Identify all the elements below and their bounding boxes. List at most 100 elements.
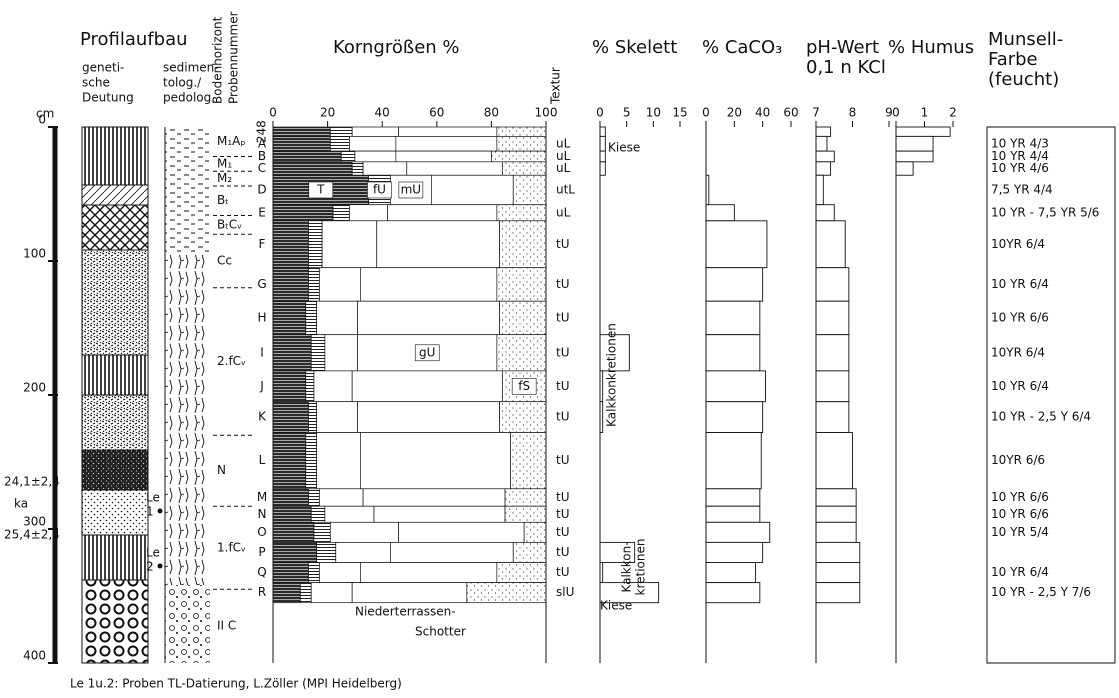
bar: [896, 162, 913, 175]
x-tick-label: 100: [535, 106, 558, 120]
bar: [816, 268, 849, 302]
grain-segment: [491, 151, 546, 162]
header-sediment: pedolog.: [163, 91, 215, 105]
header-texture: Textur: [549, 67, 563, 105]
genetic-column: [82, 127, 148, 663]
bar: [600, 162, 605, 175]
sample-label: Q: [257, 565, 266, 579]
sample-label: M: [257, 490, 267, 504]
munsell-label: 10YR 6/6: [991, 453, 1045, 467]
grain-segment: [497, 563, 546, 583]
grain-segment: [374, 506, 505, 522]
grain-segment: [273, 221, 308, 268]
grain-segment: [273, 127, 330, 136]
grain-segment: [505, 489, 546, 506]
texture-label: tU: [556, 277, 570, 291]
panel-title: pH-Wert: [806, 37, 879, 58]
y-tick-label: 400: [23, 649, 46, 663]
series-label: mU: [401, 182, 421, 196]
grain-segment: [390, 542, 513, 562]
grain-segment: [273, 335, 311, 371]
bar: [706, 522, 770, 542]
sample-label: O: [257, 525, 266, 539]
grain-segment: [308, 268, 319, 302]
panel-title: % CaCO₃: [702, 37, 782, 58]
grain-segment: [319, 489, 363, 506]
x-tick-label: 7: [812, 106, 820, 120]
bar: [816, 162, 831, 175]
bar: [706, 335, 760, 371]
grain-segment: [497, 127, 546, 136]
grain-segment: [273, 371, 306, 402]
texture-label: tU: [556, 453, 570, 467]
munsell-label: 10 YR 6/4: [991, 379, 1049, 393]
grain-segment: [273, 151, 341, 162]
horizon-label: 2.fCᵥ: [217, 354, 246, 368]
texture-label: tU: [556, 379, 570, 393]
munsell-label: 10 YR 6/4: [991, 277, 1049, 291]
grain-segment: [273, 402, 308, 433]
x-tick-label: 60: [429, 106, 444, 120]
grain-segment: [349, 136, 395, 151]
y-tick-label: 100: [23, 247, 46, 261]
grain-segment: [502, 162, 546, 175]
bar: [816, 433, 853, 489]
grain-segment: [319, 563, 360, 583]
grain-segment: [330, 136, 349, 151]
munsell-label: 10 YR 4/6: [991, 161, 1049, 175]
x-tick-label: 15: [672, 106, 687, 120]
annotation: Le: [146, 491, 160, 505]
bar: [706, 268, 763, 302]
texture-label: utL: [556, 182, 575, 196]
grain-segment: [314, 371, 352, 402]
texture-label: tU: [556, 345, 570, 359]
horizon-label: M₁: [217, 156, 232, 170]
x-tick-label: 0: [596, 106, 604, 120]
series-label: T: [316, 182, 325, 196]
grain-segment: [317, 542, 336, 562]
annotation: Kiese: [608, 141, 640, 155]
bar: [600, 127, 605, 136]
bar: [706, 542, 763, 562]
y-tick-label: 300: [23, 515, 46, 529]
bar: [706, 433, 761, 489]
grain-segment: [311, 583, 352, 603]
munsell-label: 10 YR 6/4: [991, 565, 1049, 579]
bar: [816, 583, 860, 603]
grain-segment: [325, 335, 358, 371]
annotation: Kalkkon-: [620, 541, 634, 592]
bar: [816, 205, 834, 221]
sample-label: K: [258, 410, 267, 424]
header-sediment: tolog./: [163, 76, 202, 90]
grain-segment: [322, 221, 377, 268]
grain-segment: [308, 563, 319, 583]
bar: [706, 402, 763, 433]
grain-segment: [352, 127, 398, 136]
grain-segment: [317, 433, 361, 489]
texture-label: slU: [556, 585, 574, 599]
x-tick-label: 20: [727, 106, 742, 120]
texture-label: tU: [556, 490, 570, 504]
annotation: Kiese: [600, 599, 632, 613]
bar: [816, 175, 823, 204]
horizon-label: 1.fCᵥ: [217, 540, 246, 554]
sample-label: D: [257, 182, 266, 196]
horizon-label: N: [217, 463, 226, 477]
grain-segment: [497, 268, 546, 302]
grain-segment: [363, 162, 407, 175]
annotation: kretionen: [634, 539, 648, 596]
bar: [816, 221, 845, 268]
grain-segment: [317, 402, 358, 433]
grain-segment: [358, 402, 500, 433]
munsell-label: 10 YR - 7,5 YR 5/6: [991, 205, 1099, 219]
grain-segment: [355, 151, 396, 162]
grain-segment: [513, 175, 546, 204]
grain-segment: [273, 522, 314, 542]
horizon-label: M₁Aₚ: [217, 134, 246, 148]
x-tick-label: 8: [849, 106, 857, 120]
munsell-label: 10YR 6/4: [991, 345, 1045, 359]
bar: [706, 583, 760, 603]
texture-label: tU: [556, 310, 570, 324]
grain-segment: [500, 221, 546, 268]
y-tick-label: 0: [38, 113, 46, 127]
